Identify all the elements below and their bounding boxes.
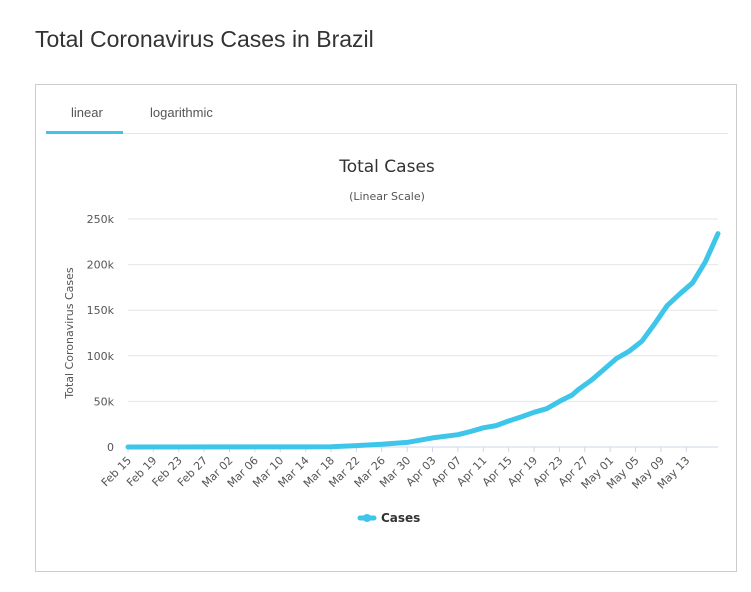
legend-label-cases: Cases	[381, 511, 420, 525]
y-tick-label: 150k	[87, 304, 115, 317]
chart-title: Total Cases	[338, 157, 435, 177]
y-tick-label: 250k	[87, 213, 115, 226]
series-line-cases	[125, 231, 721, 450]
scale-tabs: linear logarithmic	[46, 85, 728, 134]
tab-logarithmic[interactable]: logarithmic	[150, 105, 213, 120]
legend-marker-dot	[363, 514, 371, 522]
y-tick-label: 100k	[87, 350, 115, 363]
y-tick-label: 50k	[94, 395, 115, 408]
tab-linear[interactable]: linear	[71, 105, 103, 120]
chart-subtitle: (Linear Scale)	[349, 190, 425, 203]
chart-panel: linear logarithmic Total Cases (Linear S…	[35, 84, 737, 572]
y-tick-label: 200k	[87, 259, 115, 272]
page-title: Total Coronavirus Cases in Brazil	[35, 26, 374, 52]
y-tick-label: 0	[107, 441, 114, 454]
y-axis-label: Total Coronavirus Cases	[63, 267, 76, 400]
active-tab-indicator	[46, 131, 123, 134]
cases-line-chart: Total Cases (Linear Scale) Total Coronav…	[63, 157, 721, 525]
